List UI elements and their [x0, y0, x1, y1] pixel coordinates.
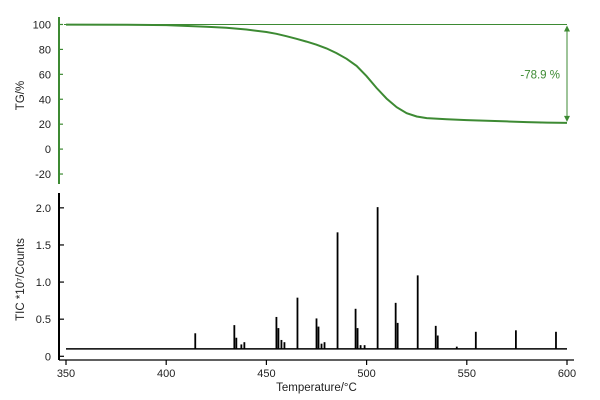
tg-y-ticks: 100 80 60 40 20 0 -20 [33, 19, 63, 181]
tic-y-tick-label: 0 [45, 351, 51, 363]
tg-y-tick-label: 20 [39, 119, 51, 131]
tg-y-axis-label: TG/% [15, 81, 27, 110]
x-tick-label: 550 [458, 368, 476, 380]
tic-y-axis-label: TIC *10⁷/Counts [15, 238, 27, 321]
tg-curve [65, 23, 568, 124]
x-tick-label: 400 [157, 368, 175, 380]
tic-y-tick-label: 1.5 [36, 240, 51, 252]
tic-y-tick-label: 1.0 [36, 277, 51, 289]
tic-y-tick-label: 2.0 [36, 203, 51, 215]
tg-mass-loss-label: -78.9 % [520, 70, 560, 82]
tg-y-tick-label: 40 [39, 94, 51, 106]
tg-panel: 100 80 60 40 20 0 -20 TG/% -78.9 % [15, 17, 570, 184]
tic-y-ticks: 0 0.5 1.0 1.5 2.0 [36, 203, 64, 363]
tic-panel: 0 0.5 1.0 1.5 2.0 350 400 450 500 550 600 TIC *10… [15, 193, 576, 394]
tg-y-tick-label: -20 [35, 169, 51, 181]
tg-arrow-head-top [564, 25, 570, 32]
x-tick-label: 450 [257, 368, 275, 380]
x-tick-label: 500 [357, 368, 375, 380]
tic-y-tick-label: 0.5 [36, 314, 51, 326]
x-ticks: 350 400 450 500 550 600 [57, 360, 576, 380]
tg-y-tick-label: 60 [39, 69, 51, 81]
x-axis-label: Temperature/°C [276, 382, 357, 394]
tg-y-tick-label: 80 [39, 44, 51, 56]
tic-peaks [194, 207, 557, 349]
x-tick-label: 600 [558, 368, 576, 380]
x-tick-label: 350 [57, 368, 75, 380]
tg-arrow-head-bottom [564, 115, 570, 122]
tg-y-tick-label: 0 [45, 144, 51, 156]
tg-y-tick-label: 100 [33, 19, 51, 31]
